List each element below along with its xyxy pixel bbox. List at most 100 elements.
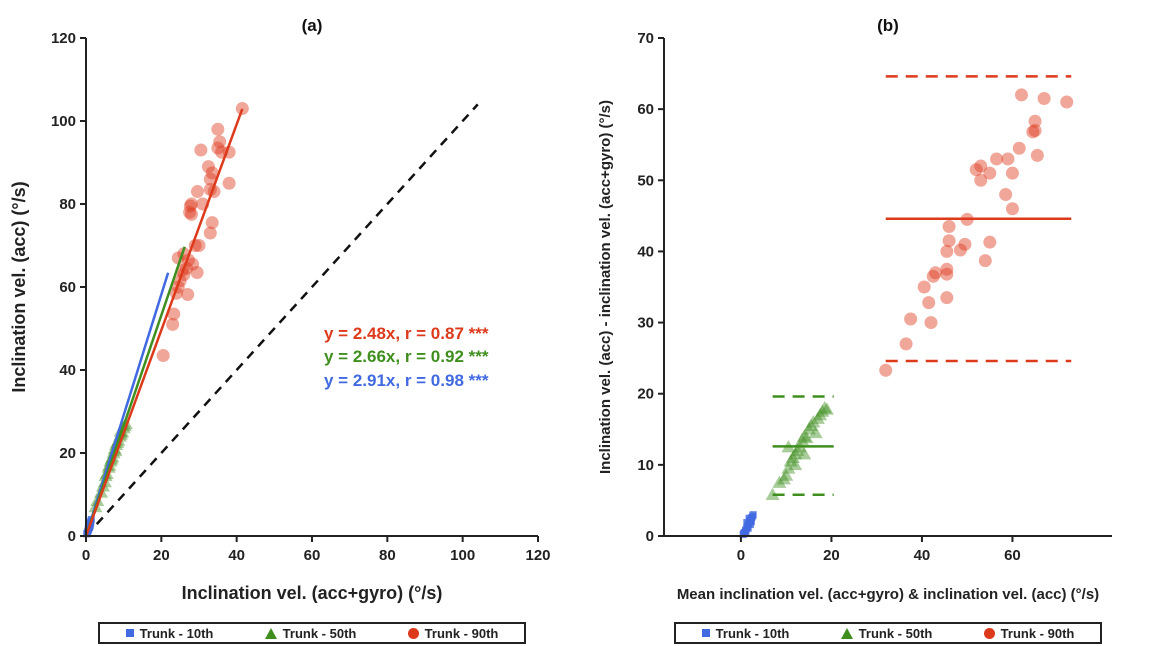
x-tick-label: 20 [823,547,840,564]
circle-data-point [960,212,974,226]
circle-data-point [983,166,997,180]
y-tick-label: 20 [59,445,76,462]
y-tick-label: 40 [59,362,76,379]
circle-marker-icon [407,627,419,639]
triangle-data-point [804,418,819,431]
square-data-point [749,511,757,519]
panel-b-title: (b) [877,16,899,35]
y-tick-label: 70 [637,30,654,47]
triangle-data-point [797,447,812,460]
y-tick-label: 60 [637,101,654,118]
triangle-data-point [813,408,828,421]
circle-data-point [183,199,197,213]
triangle-data-point [797,429,812,442]
panel-a-ticks: 0 20 40 60 80 100 120 0 20 40 60 80 100 120 [51,30,551,564]
triangle-data-point [788,447,803,460]
circle-data-point [192,239,206,252]
y-tick-label: 20 [637,386,654,403]
square-marker-icon [701,629,710,637]
circle-data-point [940,291,954,305]
legend-b: Trunk - 10th Trunk - 50th Trunk - 90th [674,622,1102,644]
circle-data-point [1026,125,1040,139]
panel-a-lines [85,103,479,537]
circle-data-point [166,317,180,331]
circle-data-point [922,296,936,310]
x-tick-label: 40 [228,547,245,564]
triangle-data-point [779,468,794,481]
panel-a-xlabel: Inclination vel. (acc+gyro) (°/s) [182,583,443,603]
circle-data-point [958,237,972,251]
fit-annotation-10th: y = 2.91x, r = 0.98 *** [324,371,489,390]
triangle-data-point [765,487,780,500]
circle-data-point [222,176,236,190]
y-tick-label: 0 [646,528,654,545]
circle-data-point [1001,152,1015,166]
x-tick-label: 0 [82,547,90,564]
panel-a-points [83,102,249,538]
panel-a-ylabel: Inclination vel. (acc) (°/s) [9,181,29,392]
circle-data-point [1005,166,1019,180]
triangle-data-point [810,411,825,424]
circle-data-point [156,348,170,362]
circle-data-point [1012,141,1026,155]
circle-data-point [983,235,997,249]
triangle-data-point [776,472,791,485]
circle-data-point [974,159,988,173]
circle-data-point [235,102,249,116]
x-tick-label: 40 [914,547,931,564]
y-tick-label: 100 [51,113,76,130]
circle-data-point [190,265,204,279]
panel-b-points [739,88,1074,539]
triangle-data-point [792,440,807,453]
circle-data-point [929,266,943,280]
circle-data-point [184,197,198,211]
legend-item-10th: Trunk - 10th [701,626,789,641]
y-tick-label: 60 [59,279,76,296]
legend-item-10th: Trunk - 10th [125,626,213,641]
triangle-data-point [785,450,800,463]
circle-data-point [953,243,967,257]
circle-data-point [990,152,1004,166]
legend-a: Trunk - 10th Trunk - 50th Trunk - 90th [98,622,526,644]
x-tick-label: 0 [737,547,745,564]
panel-b-xlabel: Mean inclination vel. (acc+gyro) & incli… [677,586,1099,603]
panel-a: (a) 0 20 40 60 80 100 120 0 20 40 60 80 100 120 Incli… [9,16,551,603]
panel-b-lines [772,75,1072,496]
circle-data-point [924,316,938,330]
circle-data-point [926,269,940,283]
circle-data-point [1005,202,1019,216]
legend-item-50th: Trunk - 50th [840,626,932,641]
y-tick-label: 40 [637,243,654,260]
panel-a-title: (a) [302,16,323,35]
x-tick-label: 120 [525,547,550,564]
triangle-data-point [790,443,805,456]
circle-data-point [167,307,181,321]
x-tick-label: 60 [304,547,321,564]
panel-b-axes [663,38,1112,537]
circle-data-point [879,363,893,377]
circle-marker-icon [983,627,995,639]
circle-data-point [203,172,217,186]
circle-data-point [942,234,956,248]
circle-data-point [211,141,225,155]
x-tick-label: 80 [379,547,396,564]
triangle-data-point [772,475,787,488]
panel-b: (b) 0 20 40 60 0 10 20 30 40 50 60 70 Mean inclinat… [597,16,1112,603]
square-data-point [743,518,751,526]
triangle-data-point [781,440,796,453]
square-data-point [740,529,748,537]
circle-data-point [184,207,198,221]
circle-data-point [1037,91,1051,105]
triangle-marker-icon [264,627,277,639]
y-tick-label: 80 [59,196,76,213]
x-tick-label: 20 [153,547,170,564]
circle-data-point [904,312,918,326]
circle-data-point [1014,88,1028,102]
square-data-point [745,514,753,522]
circle-data-point [942,220,956,234]
x-tick-label: 100 [450,547,475,564]
circle-data-point [186,257,200,271]
triangle-marker-icon [840,627,853,639]
circle-data-point [1028,123,1042,137]
y-tick-label: 10 [637,457,654,474]
